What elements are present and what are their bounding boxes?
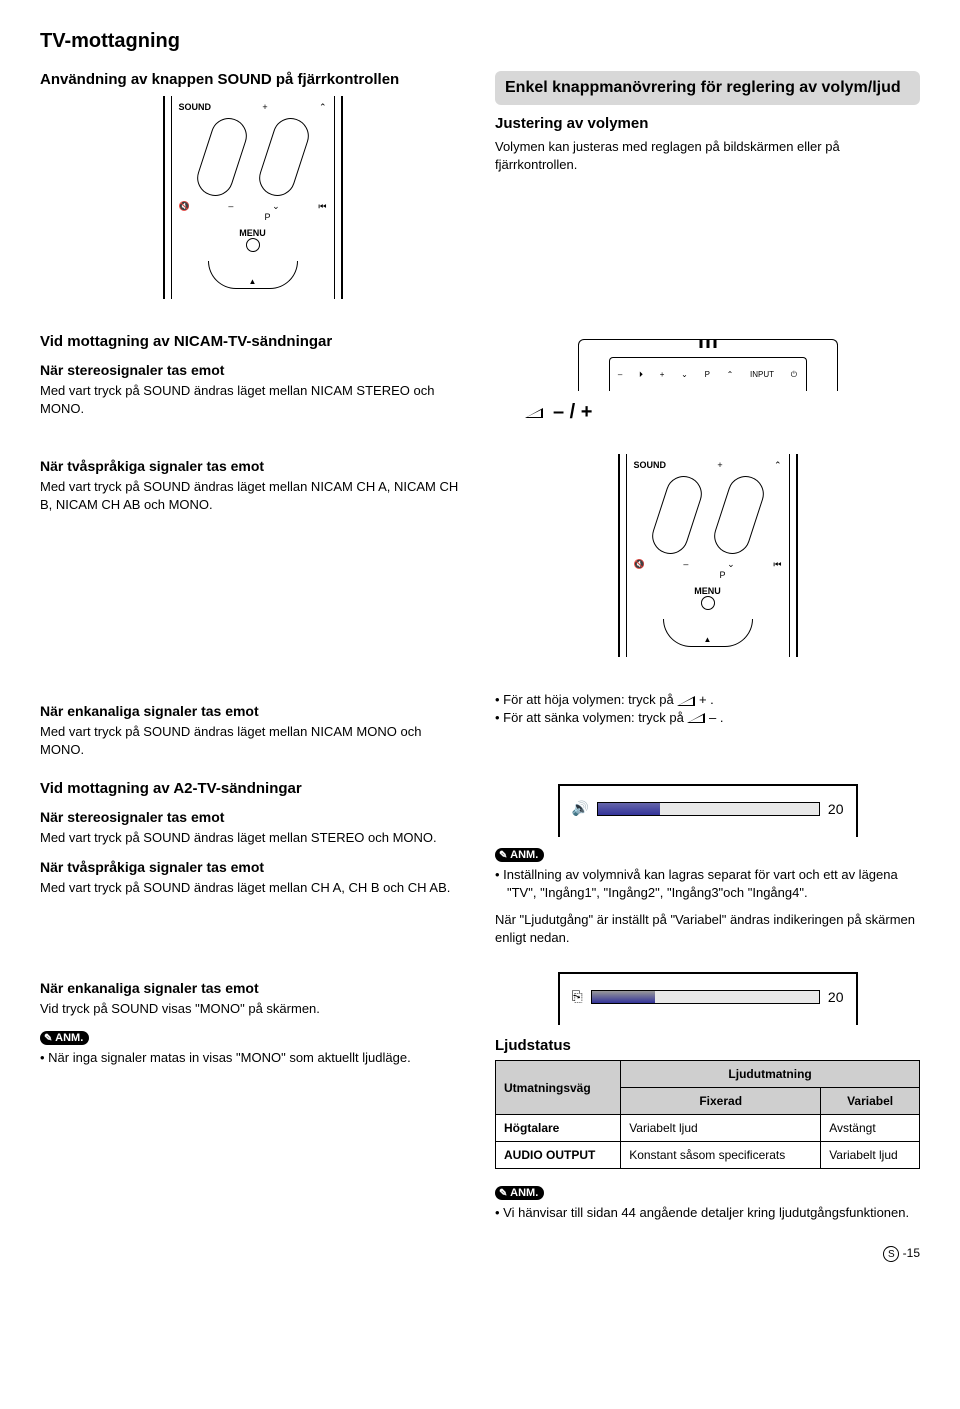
- cell: Avstängt: [821, 1115, 920, 1142]
- h-nicam-dual: När tvåspråkiga signaler tas emot: [40, 458, 465, 474]
- h-a2-mono: När enkanaliga signaler tas emot: [40, 980, 465, 996]
- anm-badge-1: ANM.: [40, 1031, 89, 1045]
- p-nicam-mono: Med vart tryck på SOUND ändras läget mel…: [40, 723, 465, 758]
- volume-indicator-2: ⎘ 20: [558, 972, 858, 1025]
- anm-badge-2: ANM.: [495, 848, 544, 862]
- volume-value-1: 20: [828, 801, 844, 817]
- page-title: TV-mottagning: [40, 30, 920, 53]
- label-menu-2: MENU: [632, 586, 784, 596]
- table-row: Högtalare Variabelt ljud Avstängt: [496, 1115, 920, 1142]
- menu-button[interactable]: [246, 238, 260, 252]
- h-nicam-stereo: När stereosignaler tas emot: [40, 362, 465, 378]
- volume-indicator-1: 🔊 20: [558, 784, 858, 837]
- label-sound: SOUND: [179, 102, 212, 113]
- output-icon: ⎘: [572, 988, 583, 1005]
- cell: Konstant såsom specificerats: [621, 1142, 821, 1169]
- tv-panel-sketch: –⏵+ ⌄P⌃ INPUT ⏻: [578, 339, 838, 391]
- th-utmatningsvag: Utmatningsväg: [496, 1061, 621, 1115]
- cell: Variabelt ljud: [621, 1115, 821, 1142]
- label-sound-2: SOUND: [634, 460, 667, 471]
- channel-rocker-2[interactable]: [709, 471, 768, 558]
- p-nicam-dual: Med vart tryck på SOUND ändras läget mel…: [40, 478, 465, 513]
- channel-rocker[interactable]: [254, 113, 313, 200]
- page-footer: S -15: [40, 1246, 920, 1262]
- audio-status-table: Utmatningsväg Ljudutmatning Fixerad Vari…: [495, 1060, 920, 1169]
- anm1-bullet: När inga signaler matas in visas "MONO" …: [40, 1049, 465, 1067]
- label-p-2: P: [719, 570, 725, 580]
- volume-symbol: – / +: [525, 401, 920, 424]
- cell: Variabelt ljud: [821, 1142, 920, 1169]
- th-ljudutmatning: Ljudutmatning: [621, 1061, 920, 1088]
- heading-ljudstatus: Ljudstatus: [495, 1037, 920, 1054]
- speaker-icon: 🔊: [572, 800, 589, 817]
- p-a2-mono: Vid tryck på SOUND visas "MONO" på skärm…: [40, 1000, 465, 1018]
- label-p: P: [264, 212, 270, 222]
- page-marker: S: [883, 1246, 899, 1262]
- cell-audio-output: AUDIO OUTPUT: [496, 1142, 621, 1169]
- remote-sketch-2: SOUND +⌃ 🔇–⌄⏮ P MENU: [618, 454, 798, 657]
- menu-button-2[interactable]: [701, 596, 715, 610]
- nav-pad[interactable]: [208, 261, 298, 289]
- cell-hogtalare: Högtalare: [496, 1115, 621, 1142]
- heading-nicam: Vid mottagning av NICAM-TV-sändningar: [40, 333, 465, 350]
- text-adjust-volume: Volymen kan justeras med reglagen på bil…: [495, 138, 920, 173]
- bullet-lower-volume: För att sänka volymen: tryck på – .: [495, 709, 920, 727]
- th-fixerad: Fixerad: [621, 1088, 821, 1115]
- anm3-bullet: Vi hänvisar till sidan 44 angående detal…: [495, 1204, 920, 1222]
- anm2-p2: När "Ljudutgång" är inställt på "Variabe…: [495, 911, 920, 946]
- page-number: -15: [903, 1246, 920, 1260]
- p-a2-dual: Med vart tryck på SOUND ändras läget mel…: [40, 879, 465, 897]
- heading-adjust-volume: Justering av volymen: [495, 115, 920, 132]
- h-nicam-mono: När enkanaliga signaler tas emot: [40, 703, 465, 719]
- banner-volume-control: Enkel knappmanövrering för reglering av …: [495, 71, 920, 105]
- p-nicam-stereo: Med vart tryck på SOUND ändras läget mel…: [40, 382, 465, 417]
- heading-sound-usage: Användning av knappen SOUND på fjärrkont…: [40, 71, 465, 88]
- table-row: AUDIO OUTPUT Konstant såsom specificerat…: [496, 1142, 920, 1169]
- volume-value-2: 20: [828, 989, 844, 1005]
- volume-rocker-2[interactable]: [647, 471, 706, 558]
- anm2-bullet-1: Inställning av volymnivå kan lagras sepa…: [495, 866, 920, 901]
- anm-badge-3: ANM.: [495, 1186, 544, 1200]
- nav-pad-2[interactable]: [663, 619, 753, 647]
- label-menu: MENU: [177, 228, 329, 238]
- volume-rocker[interactable]: [192, 113, 251, 200]
- remote-sketch-1: SOUND +⌃ 🔇–⌄⏮ P MENU: [163, 96, 343, 299]
- p-a2-stereo: Med vart tryck på SOUND ändras läget mel…: [40, 829, 465, 847]
- bullet-raise-volume: För att höja volymen: tryck på + .: [495, 691, 920, 709]
- h-a2-stereo: När stereosignaler tas emot: [40, 809, 465, 825]
- h-a2-dual: När tvåspråkiga signaler tas emot: [40, 859, 465, 875]
- th-variabel: Variabel: [821, 1088, 920, 1115]
- heading-a2: Vid mottagning av A2-TV-sändningar: [40, 780, 465, 797]
